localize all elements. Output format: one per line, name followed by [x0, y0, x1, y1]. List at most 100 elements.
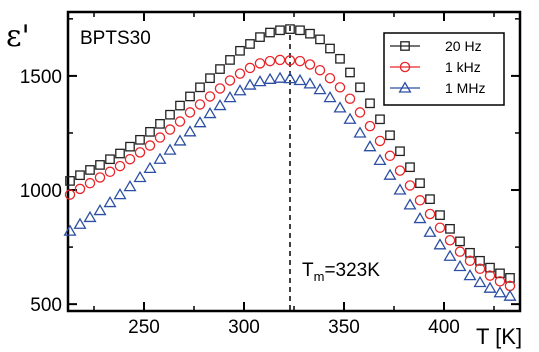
data-point	[74, 183, 86, 195]
data-point	[214, 83, 226, 94]
data-point	[115, 148, 125, 159]
data-point	[193, 116, 207, 128]
data-point	[435, 210, 445, 220]
data-point	[315, 34, 325, 45]
data-point	[113, 188, 127, 200]
legend-label: 20 Hz	[445, 38, 482, 54]
data-point	[93, 203, 107, 216]
data-point	[345, 67, 355, 78]
x-axis-label: T [K]	[476, 324, 522, 349]
data-point	[145, 126, 155, 137]
data-point	[105, 154, 115, 165]
y-axis-label: ε'	[6, 19, 30, 54]
data-point	[215, 64, 225, 74]
data-point	[184, 107, 196, 118]
data-point	[444, 234, 456, 246]
data-point	[243, 78, 257, 90]
data-point	[354, 107, 366, 118]
data-point	[254, 58, 266, 69]
data-point	[285, 24, 295, 34]
data-point	[384, 150, 396, 162]
legend-marker	[400, 41, 410, 51]
data-point	[134, 147, 146, 158]
x-tick-label: 300	[228, 317, 260, 338]
data-point	[65, 176, 75, 186]
data-point	[295, 25, 305, 36]
data-point	[294, 55, 306, 67]
data-point	[273, 71, 287, 83]
data-point	[395, 146, 405, 157]
data-point	[493, 286, 507, 298]
data-point	[233, 84, 247, 96]
data-point	[173, 134, 187, 146]
data-point	[275, 25, 285, 36]
data-point	[463, 269, 477, 281]
data-point	[224, 75, 236, 86]
data-point	[335, 53, 345, 64]
data-point	[133, 170, 147, 183]
data-point	[195, 82, 205, 93]
data-point	[393, 183, 407, 195]
data-point	[164, 124, 176, 135]
legend-box	[383, 32, 505, 106]
data-point	[114, 160, 126, 172]
data-point	[183, 125, 197, 137]
data-point	[165, 109, 175, 120]
data-point	[355, 82, 365, 93]
y-tick-label: 1500	[20, 67, 62, 88]
data-point	[303, 77, 317, 89]
series-layer	[63, 24, 517, 301]
data-point	[185, 91, 195, 102]
legend-marker	[399, 61, 411, 73]
data-point	[433, 238, 447, 250]
data-point	[203, 106, 217, 119]
data-point	[445, 223, 455, 234]
data-point	[503, 289, 517, 301]
data-point	[344, 93, 356, 104]
data-point	[204, 91, 216, 102]
data-point	[403, 198, 417, 210]
data-point	[84, 177, 96, 189]
data-point	[414, 195, 426, 206]
data-point	[94, 172, 106, 183]
data-point	[324, 72, 336, 84]
legend-marker	[398, 81, 412, 93]
data-point	[473, 275, 487, 288]
data-point	[205, 73, 215, 84]
data-point	[244, 62, 256, 74]
data-point	[304, 59, 316, 70]
y-tick-label: 500	[30, 295, 62, 316]
tm-annotation-rest: =323K	[324, 260, 380, 281]
data-point	[423, 225, 437, 237]
data-point	[325, 43, 335, 54]
series-triangle	[63, 71, 517, 301]
data-point	[314, 64, 326, 76]
tm-annotation-sub: m	[314, 269, 325, 284]
series-square	[65, 24, 515, 283]
data-point	[454, 246, 466, 257]
data-point	[125, 141, 135, 152]
data-point	[353, 126, 367, 138]
data-point	[104, 166, 116, 178]
data-point	[424, 208, 436, 220]
data-point	[455, 236, 465, 247]
tm-annotation: Tm=323K	[302, 260, 380, 284]
x-tick-label: 400	[428, 317, 460, 338]
data-point	[343, 112, 357, 124]
data-point	[474, 263, 486, 275]
x-tick-label: 350	[328, 317, 360, 338]
y-tick-label: 1000	[20, 181, 62, 202]
x-tick-label: 250	[128, 317, 160, 338]
data-point	[253, 75, 267, 87]
data-point	[334, 82, 346, 93]
data-point	[75, 170, 85, 181]
data-point	[415, 178, 425, 189]
data-point	[363, 140, 377, 152]
data-point	[284, 55, 296, 66]
data-point	[365, 98, 375, 109]
data-point	[425, 194, 435, 205]
data-point	[103, 195, 117, 208]
sample-label: BPTS30	[80, 28, 151, 49]
data-point	[265, 27, 275, 38]
